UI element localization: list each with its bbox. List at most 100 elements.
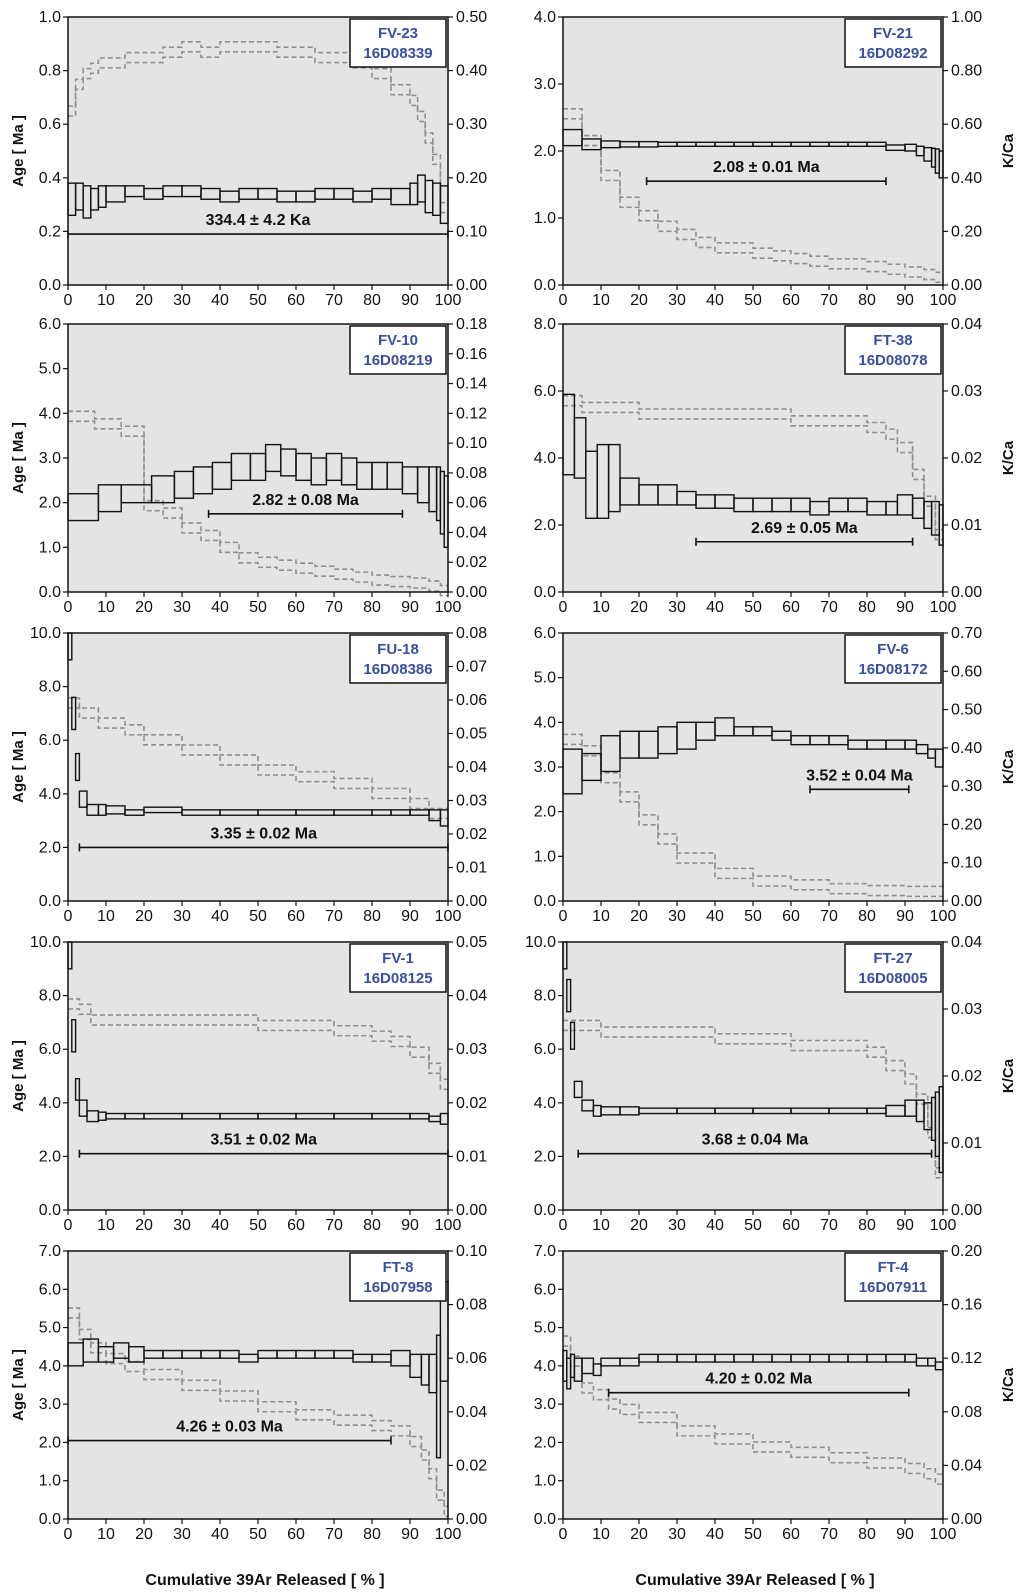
sample-id: FV-6 (877, 641, 909, 658)
x-tick-label: 50 (249, 908, 267, 925)
y-left-tick-label: 6.0 (39, 1281, 61, 1298)
chart-panel-fv-23: 334.4 ± 4.2 Ka 0 10 20 30 40 50 60 70 80 90 100 0.0 0… (10, 9, 487, 309)
x-tick-label: 70 (820, 908, 838, 925)
x-tick-label: 30 (173, 908, 191, 925)
y-left-tick-label: 5.0 (534, 670, 556, 687)
y-left-tick-label: 0.0 (534, 1202, 556, 1219)
x-tick-label: 20 (135, 599, 153, 616)
y-right-tick-label: 0.04 (951, 1457, 982, 1474)
y-left-tick-label: 4.0 (39, 786, 61, 803)
x-tick-label: 60 (782, 599, 800, 616)
y-right-tick-label: 0.00 (951, 1202, 982, 1219)
x-tick-label: 20 (135, 292, 153, 309)
y-right-tick-label: 0.00 (456, 1511, 487, 1528)
plateau-age-label: 3.51 ± 0.02 Ma (210, 1132, 317, 1149)
y-left-tick-label: 1.0 (39, 1473, 61, 1490)
x-tick-label: 100 (930, 599, 957, 616)
x-tick-label: 100 (435, 908, 462, 925)
plateau-age-label: 3.68 ± 0.04 Ma (702, 1132, 809, 1149)
k-ca-step-curve (563, 743, 943, 898)
x-tick-label: 60 (782, 292, 800, 309)
y-left-tick-label: 6.0 (534, 1041, 556, 1058)
x-tick-label: 40 (211, 1526, 229, 1543)
y-left-tick-label: 3.0 (39, 450, 61, 467)
sample-id: FT-4 (878, 1259, 909, 1276)
x-tick-label: 10 (97, 292, 115, 309)
y-left-tick-label: 4.0 (534, 1095, 556, 1112)
y-left-tick-label: 3.0 (534, 76, 556, 93)
x-tick-label: 10 (97, 1217, 115, 1234)
plateau-age-label: 2.08 ± 0.01 Ma (713, 159, 820, 176)
x-tick-label: 10 (592, 1526, 610, 1543)
y-right-tick-label: 0.14 (456, 376, 487, 393)
chart-svg: 2.08 ± 0.01 Ma 0 10 20 30 40 50 60 70 80 90 100 0.0 1… (534, 9, 1017, 309)
y-left-tick-label: 0.4 (39, 170, 61, 187)
y-left-tick-label: 5.0 (39, 1320, 61, 1337)
y-right-tick-label: 0.01 (951, 517, 982, 534)
x-tick-label: 20 (630, 599, 648, 616)
x-tick-label: 90 (401, 599, 419, 616)
y-left-tick-label: 8.0 (39, 679, 61, 696)
x-tick-label: 0 (559, 292, 568, 309)
y-right-tick-label: 0.30 (456, 116, 487, 133)
y-left-tick-label: 6.0 (39, 316, 61, 333)
y-right-tick-label: 0.01 (951, 1135, 982, 1152)
x-tick-label: 60 (287, 292, 305, 309)
x-tick-label: 70 (820, 599, 838, 616)
x-tick-label: 50 (744, 292, 762, 309)
x-axis-title-right: Cumulative 39Ar Released [ % ] (635, 1572, 875, 1589)
y-right-tick-label: 0.80 (951, 63, 982, 80)
y-right-tick-label: 0.02 (951, 1068, 982, 1085)
y-left-tick-label: 0.0 (39, 1511, 61, 1528)
y-right-tick-label: 0.20 (951, 1243, 982, 1260)
x-tick-label: 60 (287, 599, 305, 616)
x-tick-label: 30 (668, 599, 686, 616)
k-ca-step-curve (68, 41, 448, 204)
x-tick-label: 40 (706, 1217, 724, 1234)
y-left-tick-label: 6.0 (534, 625, 556, 642)
y-right-tick-label: 0.40 (951, 740, 982, 757)
x-tick-label: 100 (435, 599, 462, 616)
y-right-tick-label: 0.05 (456, 726, 487, 743)
x-tick-label: 70 (325, 599, 343, 616)
x-tick-label: 30 (173, 1217, 191, 1234)
x-tick-label: 70 (820, 1217, 838, 1234)
x-tick-label: 10 (592, 292, 610, 309)
y-left-tick-label: 5.0 (39, 361, 61, 378)
x-tick-label: 100 (930, 1526, 957, 1543)
x-tick-label: 50 (744, 908, 762, 925)
chart-svg: 2.82 ± 0.08 Ma 0 10 20 30 40 50 60 70 80 90 100 0.0 1… (10, 316, 487, 616)
k-ca-step-curve (563, 108, 943, 274)
k-ca-step-curve (563, 118, 943, 284)
sample-label-box (844, 943, 942, 993)
x-tick-label: 40 (706, 1526, 724, 1543)
x-tick-label: 40 (706, 908, 724, 925)
y-left-axis-title: Age [ Ma ] (10, 1349, 27, 1421)
lab-id: 16D07958 (363, 1279, 432, 1296)
x-tick-label: 0 (559, 908, 568, 925)
y-right-tick-label: 0.02 (951, 450, 982, 467)
x-tick-label: 100 (435, 1217, 462, 1234)
age-step-box (569, 1021, 576, 1050)
chart-panel-ft-4: 4.20 ± 0.02 Ma 0 10 20 30 40 50 60 70 80 90 100 0.0 1… (534, 1243, 1017, 1543)
x-tick-label: 20 (135, 1217, 153, 1234)
y-right-tick-label: 0.02 (456, 1095, 487, 1112)
x-tick-label: 90 (896, 1526, 914, 1543)
x-tick-label: 80 (363, 292, 381, 309)
age-step-box (566, 978, 572, 1013)
x-tick-label: 80 (858, 599, 876, 616)
age-step-box (78, 1099, 88, 1117)
chart-svg: 3.52 ± 0.04 Ma 0 10 20 30 40 50 60 70 80 90 100 0.0 1… (534, 625, 1017, 925)
chart-panel-ft-38: 2.69 ± 0.05 Ma 0 10 20 30 40 50 60 70 80 90 100 0.0 2… (534, 316, 1017, 616)
y-left-tick-label: 8.0 (534, 988, 556, 1005)
x-tick-label: 50 (249, 1526, 267, 1543)
x-tick-label: 0 (64, 1217, 73, 1234)
y-left-tick-label: 5.0 (534, 1320, 556, 1337)
x-tick-label: 40 (706, 292, 724, 309)
y-left-tick-label: 2.0 (39, 495, 61, 512)
x-tick-label: 20 (630, 292, 648, 309)
x-tick-label: 30 (668, 1217, 686, 1234)
x-tick-label: 70 (325, 1526, 343, 1543)
x-tick-label: 70 (325, 1217, 343, 1234)
x-tick-label: 0 (64, 1526, 73, 1543)
